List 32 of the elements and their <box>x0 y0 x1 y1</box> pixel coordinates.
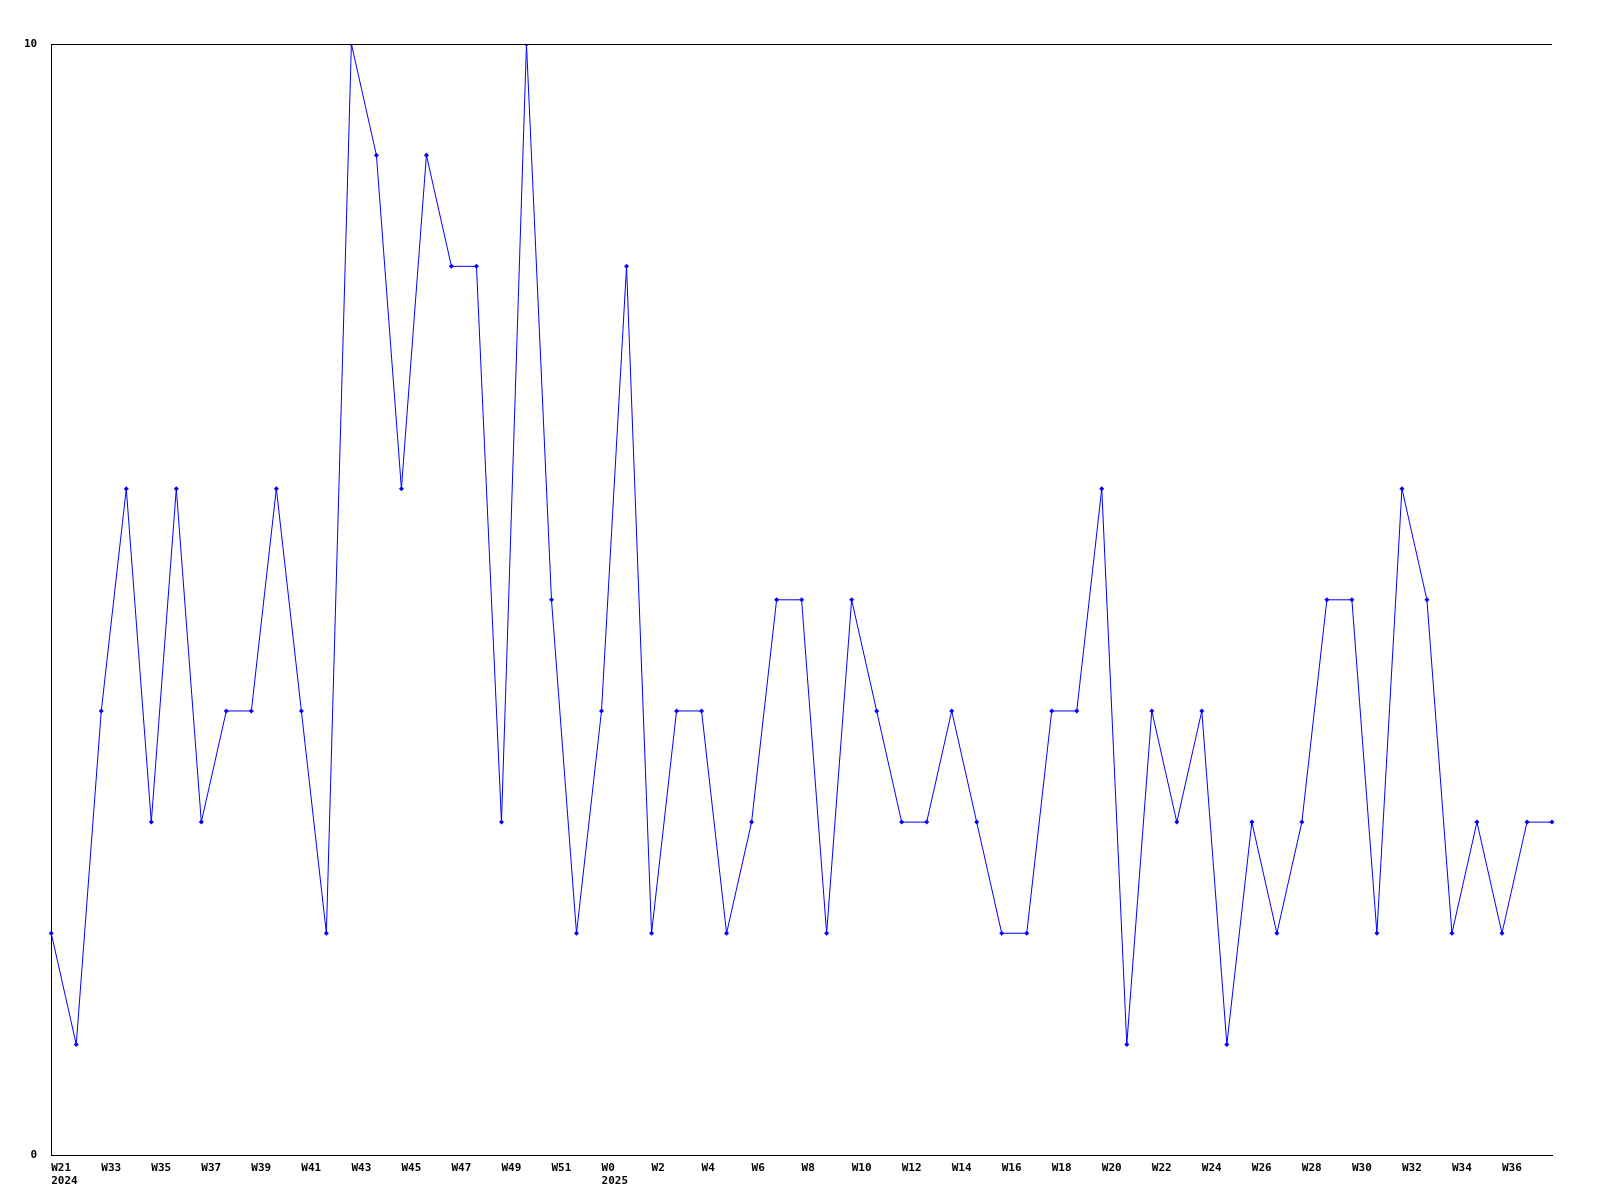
y-tick-label: 0 <box>30 1148 38 1162</box>
x-tick-label: W12 <box>901 1161 922 1175</box>
x-tick-label: W18 <box>1051 1161 1072 1175</box>
x-tick-label: W51 <box>551 1161 572 1175</box>
x-tick-label: W20 <box>1101 1161 1122 1175</box>
x-tick-label: W6 <box>751 1161 766 1175</box>
x-tick-label: W21 2024 <box>51 1161 79 1188</box>
x-tick-label: W32 <box>1401 1161 1422 1175</box>
x-tick-label: W36 <box>1501 1161 1523 1175</box>
x-tick-label: W22 <box>1151 1161 1172 1175</box>
x-tick-label: W10 <box>851 1161 872 1175</box>
x-tick-label: W2 <box>651 1161 665 1175</box>
x-tick-label: W0 2025 <box>601 1161 629 1188</box>
x-tick-label: W14 <box>951 1161 972 1175</box>
x-tick-label: W24 <box>1201 1161 1223 1175</box>
x-tick-label: W4 <box>701 1161 716 1175</box>
x-tick-label: W41 <box>301 1161 322 1175</box>
x-tick-label: W35 <box>151 1161 172 1175</box>
x-tick-label: W43 <box>351 1161 372 1175</box>
x-tick-label: W49 <box>501 1161 522 1175</box>
x-tick-label: W26 <box>1251 1161 1273 1175</box>
x-tick-label: W34 <box>1451 1161 1473 1175</box>
x-tick-label: W30 <box>1351 1161 1372 1175</box>
y-tick-label: 10 <box>24 36 38 50</box>
x-tick-label: W37 <box>201 1161 222 1175</box>
x-tick-label: W8 <box>801 1161 815 1175</box>
x-tick-label: W33 <box>101 1161 122 1175</box>
x-tick-label: W28 <box>1301 1161 1322 1175</box>
x-tick-label: W39 <box>251 1161 272 1175</box>
x-tick-label: W47 <box>451 1161 472 1175</box>
x-tick-label: W16 <box>1001 1161 1022 1175</box>
x-tick-label: W45 <box>401 1161 422 1175</box>
